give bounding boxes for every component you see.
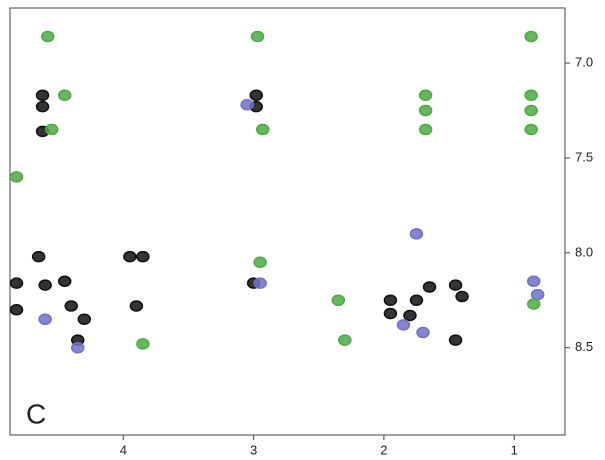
peak xyxy=(64,300,78,312)
peak xyxy=(44,123,59,136)
peak xyxy=(9,303,24,316)
peak xyxy=(403,309,417,322)
y-tick-label: 7.5 xyxy=(575,149,593,164)
peak xyxy=(418,104,433,117)
peak xyxy=(331,294,346,307)
peak xyxy=(136,338,150,350)
peak xyxy=(249,89,263,102)
y-tick-label: 7.0 xyxy=(575,54,593,69)
peak xyxy=(455,290,469,303)
peak xyxy=(448,279,463,291)
plot-frame xyxy=(9,7,566,436)
peak xyxy=(240,99,254,111)
peak xyxy=(253,256,267,269)
peak xyxy=(524,104,538,117)
peak xyxy=(57,89,72,102)
peak xyxy=(38,313,52,325)
peak xyxy=(70,341,85,354)
peak xyxy=(77,313,92,325)
peak xyxy=(35,100,50,113)
peak xyxy=(136,250,150,263)
peak xyxy=(530,288,545,301)
peak xyxy=(526,298,541,310)
peak xyxy=(396,319,411,331)
peak xyxy=(38,279,52,291)
peak xyxy=(35,89,50,102)
peak xyxy=(409,294,424,307)
peak xyxy=(129,300,144,312)
peak xyxy=(9,171,24,183)
peak xyxy=(41,30,55,43)
x-tick-label: 2 xyxy=(380,442,387,457)
peak xyxy=(9,277,24,289)
peak xyxy=(123,250,137,263)
x-tick-label: 4 xyxy=(120,442,127,457)
peak xyxy=(418,123,433,136)
peak xyxy=(31,250,46,263)
peak xyxy=(338,334,352,346)
peak xyxy=(524,123,538,136)
peak xyxy=(418,89,433,102)
peak xyxy=(524,30,538,43)
peak xyxy=(57,275,72,288)
y-tick-label: 8.5 xyxy=(575,339,593,354)
peak xyxy=(524,89,538,102)
x-tick-label: 3 xyxy=(250,442,257,457)
peak xyxy=(253,277,267,289)
peak xyxy=(526,275,541,288)
panel-label: C xyxy=(26,398,46,429)
peak xyxy=(383,294,398,307)
y-tick-label: 8.0 xyxy=(575,244,593,259)
peak xyxy=(255,123,270,136)
x-tick-label: 1 xyxy=(511,442,518,457)
peak xyxy=(409,228,424,240)
peak xyxy=(250,30,265,43)
peak xyxy=(416,326,430,339)
peak xyxy=(383,307,398,320)
peak xyxy=(422,281,437,293)
peak xyxy=(448,334,463,346)
